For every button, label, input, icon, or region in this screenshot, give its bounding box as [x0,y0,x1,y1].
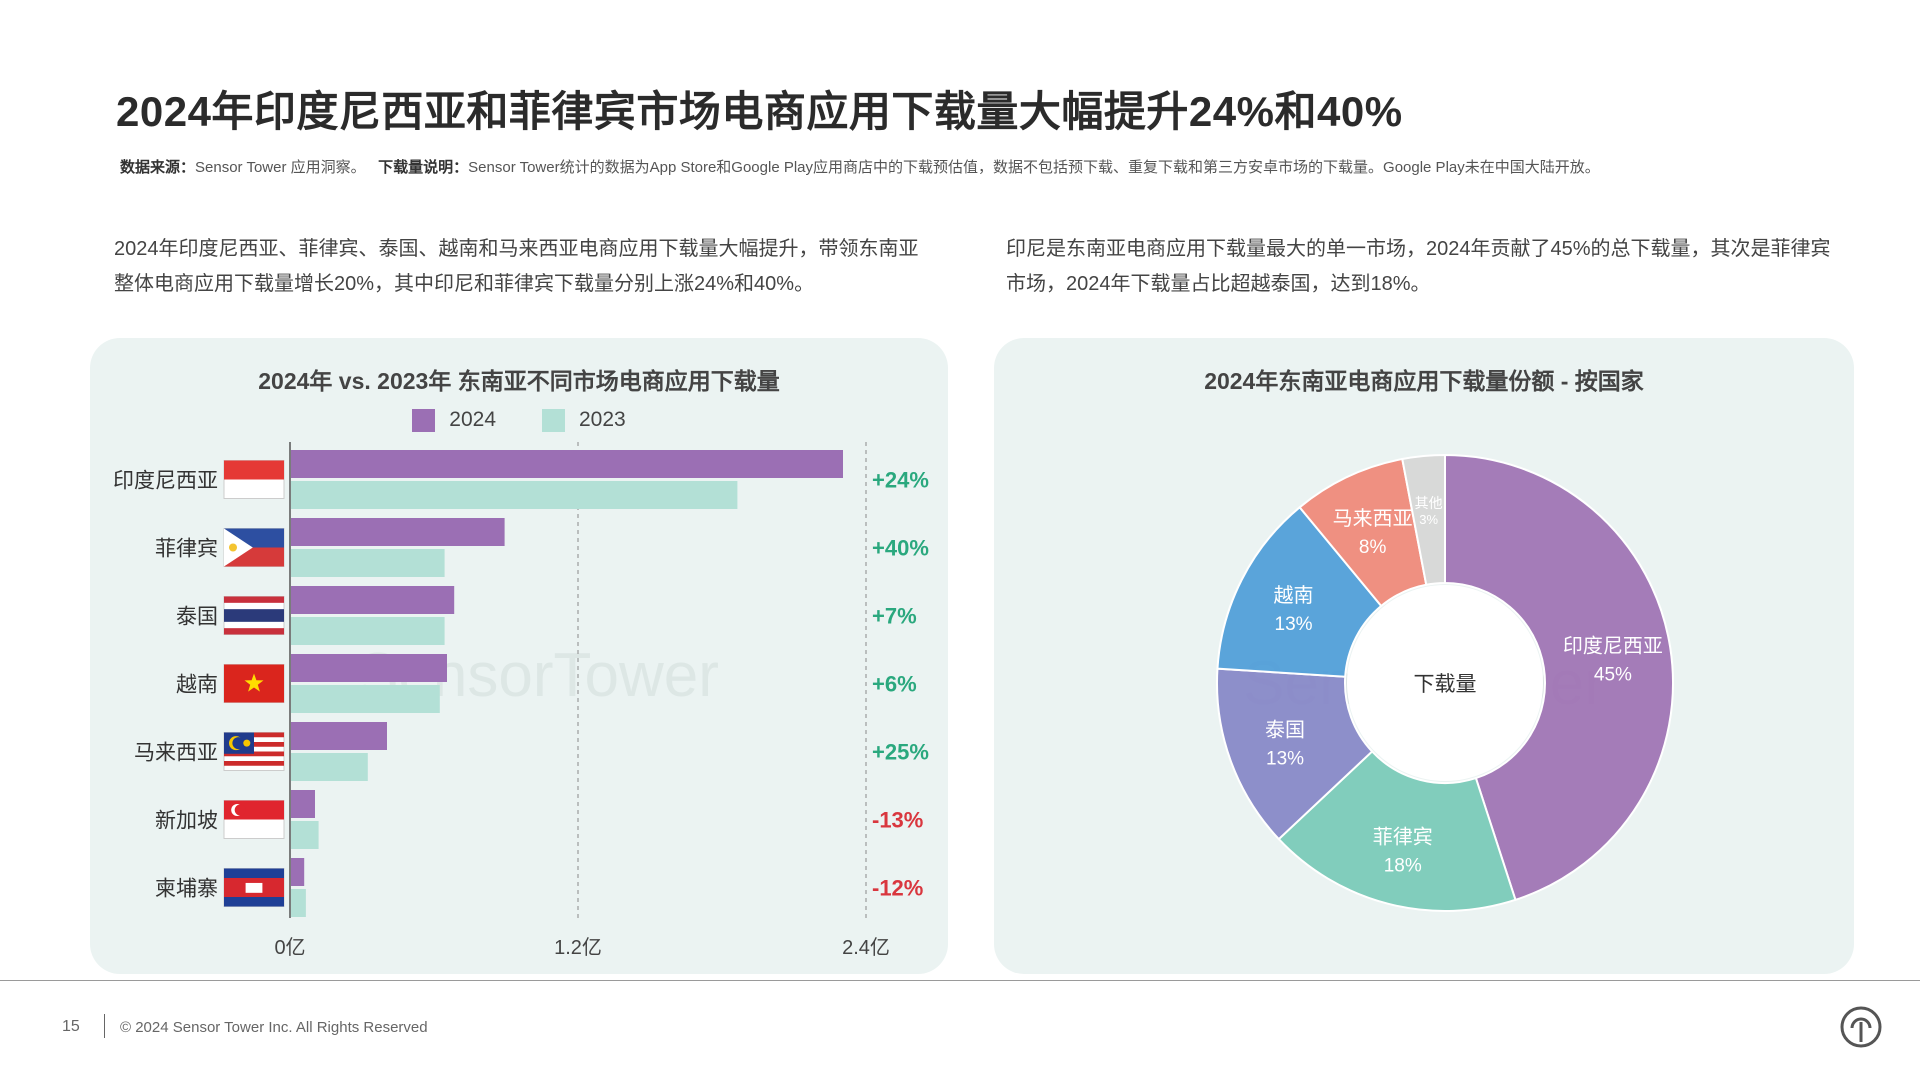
donut-slice [1216,505,1383,678]
bar-2023 [291,753,368,781]
slice-label: 印度尼西亚 [1563,634,1663,657]
copyright: © 2024 Sensor Tower Inc. All Rights Rese… [120,1019,428,1036]
bar-2024 [291,858,305,886]
x-tick-label: 1.2亿 [554,936,602,959]
category-label: 马来西亚 [134,742,218,765]
bar-chart-legend: 2024 2023 [90,408,948,432]
x-tick-label: 2.4亿 [842,936,890,959]
slice-label: 其他 [1415,495,1443,511]
bar-2024 [291,586,455,614]
slice-value: 13% [1266,749,1304,770]
bar-chart-card: 2024年 vs. 2023年 东南亚不同市场电商应用下载量 2024 2023… [90,338,948,974]
flag-马来西亚-icon [223,732,285,771]
footer-divider [0,980,1920,981]
category-label: 印度尼西亚 [113,470,218,493]
page-title: 2024年印度尼西亚和菲律宾市场电商应用下载量大幅提升24%和40% [116,88,1403,135]
footer-separator [104,1014,105,1038]
slice-label: 越南 [1274,584,1314,607]
growth-label: -12% [872,876,923,901]
flag-泰国-icon [223,596,285,635]
growth-label: +40% [872,536,929,561]
bar-2024 [291,518,505,546]
donut-slice [1401,453,1446,586]
legend-item-2023: 2023 [542,408,626,432]
slice-label: 菲律宾 [1373,826,1433,849]
growth-label: +25% [872,740,929,765]
left-description: 2024年印度尼西亚、菲律宾、泰国、越南和马来西亚电商应用下载量大幅提升，带领东… [114,238,919,295]
donut-chart-title: 2024年东南亚电商应用下载量份额 - 按国家 [1204,368,1644,394]
sensor-tower-logo-icon [1840,1006,1882,1048]
bar-2024 [291,450,843,478]
category-label: 新加坡 [155,810,218,833]
bar-2023 [291,889,306,917]
bar-chart-title: 2024年 vs. 2023年 东南亚不同市场电商应用下载量 [258,368,780,394]
donut-hole [1347,585,1543,781]
bar-2024 [291,790,315,818]
data-source-note: 数据来源：Sensor Tower 应用洞察。 下载量说明：Sensor Tow… [120,156,1600,177]
legend-swatch-2024 [412,408,436,432]
category-label: 柬埔寨 [155,878,218,901]
flag-印度尼西亚-icon [223,460,285,499]
donut-chart-card: 2024年东南亚电商应用下载量份额 - 按国家 SensorTower印度尼西亚… [994,338,1854,974]
growth-label: -13% [872,808,923,833]
slice-value: 3% [1419,512,1438,527]
category-label: 菲律宾 [155,538,218,561]
note-text: Sensor Tower统计的数据为App Store和Google Play应… [468,159,1600,176]
donut-center-label: 下载量 [1414,673,1477,696]
bar-2024 [291,654,447,682]
donut-slice [1277,750,1517,912]
donut-chart: SensorTower印度尼西亚45%菲律宾18%泰国13%越南13%马来西亚8… [1216,453,1674,912]
slice-value: 8% [1359,537,1387,558]
category-label: 泰国 [176,606,218,629]
slice-label: 泰国 [1265,719,1305,742]
bar-2023 [291,617,445,645]
slice-value: 13% [1275,614,1313,635]
source-label: 数据来源： [120,159,196,176]
page-number: 15 [62,1018,80,1035]
growth-label: +6% [872,672,917,697]
donut-slice [1216,667,1374,841]
legend-item-2024: 2024 [412,408,496,432]
flag-柬埔寨-icon [223,868,285,907]
flag-菲律宾-icon [223,528,285,567]
flag-越南-icon [223,664,285,703]
slice-value: 18% [1384,856,1422,877]
bar-2023 [291,549,445,577]
category-label: 越南 [176,674,218,697]
legend-label-2024: 2024 [449,408,496,431]
x-tick-label: 0亿 [274,936,305,959]
slice-value: 45% [1594,664,1632,685]
legend-swatch-2023 [542,408,565,432]
donut-slice [1444,453,1674,902]
bar-2024 [291,722,387,750]
slice-label: 马来西亚 [1333,507,1413,530]
bar-2023 [291,481,738,509]
bar-2023 [291,685,440,713]
flag-新加坡-icon [223,800,285,839]
legend-label-2023: 2023 [579,408,626,431]
note-label: 下载量说明： [378,159,469,176]
source-text: Sensor Tower 应用洞察。 [195,159,366,176]
growth-label: +24% [872,468,929,493]
growth-label: +7% [872,604,917,629]
right-description: 印尼是东南亚电商应用下载量最大的单一市场，2024年贡献了45%的总下载量，其次… [1006,238,1831,295]
bar-2023 [291,821,319,849]
